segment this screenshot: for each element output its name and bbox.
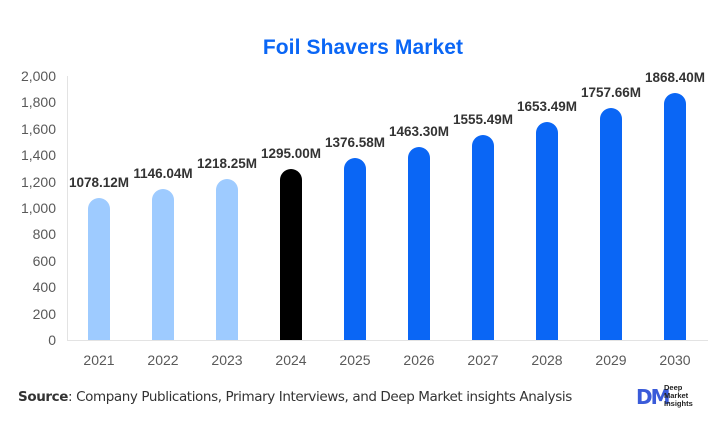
- y-tick-label: 200: [32, 305, 56, 322]
- data-label: 1218.25M: [196, 156, 258, 172]
- data-label: 1376.58M: [324, 135, 386, 151]
- chart-title: Foil Shavers Market: [262, 36, 464, 59]
- y-tick-label: 2,000: [20, 68, 56, 84]
- logo-line-3: Insights: [664, 399, 693, 408]
- y-tick-label: 1,600: [20, 120, 56, 137]
- x-tick-label: 2022: [147, 352, 179, 368]
- data-label: 1146.04M: [133, 165, 193, 181]
- data-label: 1757.66M: [580, 84, 642, 100]
- bar-2029: [600, 107, 622, 340]
- bar-2025: [344, 158, 366, 340]
- x-tick-label: 2027: [467, 352, 499, 368]
- source-label: Source: [18, 389, 69, 405]
- data-label: 1078.12M: [68, 174, 130, 190]
- data-label: 1653.49M: [516, 98, 578, 114]
- x-tick-label: 2023: [211, 352, 243, 368]
- source-note: Source: Company Publications, Primary In…: [18, 389, 572, 405]
- y-tick-label: 800: [32, 226, 56, 243]
- y-axis-line: [67, 76, 68, 340]
- x-tick-label: 2026: [403, 352, 435, 368]
- bar-2027: [472, 134, 494, 340]
- data-label: 1555.49M: [452, 111, 514, 127]
- bar-2023: [216, 179, 238, 340]
- logo-mark-icon: DM: [636, 385, 670, 409]
- logo-line-2: Market: [664, 391, 689, 400]
- bar-2026: [408, 146, 430, 340]
- logo-line-1: Deep: [664, 383, 683, 392]
- data-label: 1463.30M: [388, 123, 450, 139]
- logo-text: Deep Market Insights: [664, 384, 693, 408]
- y-tick-label: 1,000: [20, 200, 56, 216]
- x-tick-label: 2025: [339, 352, 371, 368]
- x-tick-label: 2030: [659, 352, 691, 368]
- x-tick-label: 2024: [275, 352, 307, 368]
- x-tick-label: 2029: [595, 352, 627, 368]
- x-axis-line: [67, 340, 708, 341]
- y-tick-label: 400: [32, 279, 56, 296]
- source-text: : Company Publications, Primary Intervie…: [68, 389, 572, 405]
- bar-2024: [280, 169, 302, 340]
- x-tick-label: 2021: [83, 352, 115, 368]
- y-tick-label: 600: [32, 252, 56, 269]
- bar-2022: [152, 188, 174, 340]
- data-label: 1295.00M: [260, 146, 322, 162]
- y-tick-label: 1,800: [20, 94, 56, 111]
- bar-2021: [88, 197, 110, 340]
- bar-2028: [536, 121, 558, 340]
- x-tick-label: 2028: [531, 352, 563, 368]
- data-label: 1868.40M: [644, 70, 706, 86]
- y-tick-label: 1,200: [20, 173, 56, 190]
- y-tick-label: 1,400: [20, 147, 56, 164]
- bar-2030: [664, 93, 686, 340]
- y-tick-label: 0: [48, 332, 56, 348]
- company-logo: DM Deep Market Insights: [636, 384, 716, 410]
